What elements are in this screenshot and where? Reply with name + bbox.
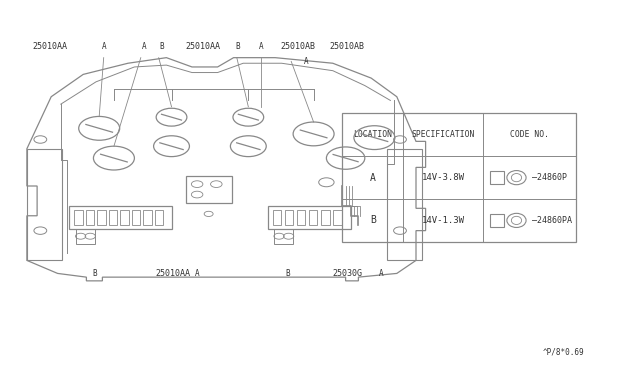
Polygon shape	[27, 58, 426, 281]
Text: A: A	[259, 42, 264, 51]
Bar	[86, 210, 94, 225]
Bar	[69, 206, 172, 229]
Bar	[155, 210, 163, 225]
Bar	[268, 206, 351, 229]
Bar	[109, 210, 117, 225]
Bar	[285, 210, 293, 225]
Text: A: A	[370, 173, 376, 183]
Bar	[342, 113, 576, 242]
Text: A: A	[303, 57, 308, 66]
Text: 14V-3.8W: 14V-3.8W	[422, 173, 465, 182]
Bar	[273, 210, 281, 225]
Text: 14V-1.3W: 14V-1.3W	[422, 216, 465, 225]
Text: B: B	[285, 269, 291, 278]
Text: A: A	[195, 269, 200, 278]
Bar	[27, 149, 62, 260]
Bar	[490, 214, 504, 227]
Text: A: A	[141, 42, 147, 51]
Bar	[186, 176, 232, 203]
Bar	[274, 229, 293, 244]
Text: CODE NO.: CODE NO.	[510, 130, 549, 140]
Text: B: B	[236, 42, 241, 51]
Bar	[309, 210, 317, 225]
Text: SPECIFICATION: SPECIFICATION	[412, 130, 475, 140]
Bar	[321, 210, 330, 225]
Text: ^P/8*0.69: ^P/8*0.69	[542, 347, 584, 356]
Text: —24860PA: —24860PA	[532, 216, 573, 225]
Text: 25010AA: 25010AA	[156, 269, 190, 278]
Text: A: A	[378, 269, 383, 278]
Bar	[132, 210, 140, 225]
Text: 25010AB: 25010AB	[280, 42, 316, 51]
Text: B: B	[159, 42, 164, 51]
Bar	[120, 210, 129, 225]
Bar	[76, 229, 95, 244]
Text: B: B	[92, 269, 97, 278]
Text: B: B	[370, 215, 376, 225]
Bar	[297, 210, 305, 225]
Text: 25030G: 25030G	[333, 269, 363, 278]
Text: A: A	[101, 42, 106, 51]
Bar	[333, 210, 342, 225]
Text: 25010AA: 25010AA	[32, 42, 67, 51]
Bar	[74, 210, 83, 225]
Bar	[490, 171, 504, 185]
Text: LOCATION: LOCATION	[353, 130, 392, 140]
Text: 25010AA: 25010AA	[186, 42, 221, 51]
Text: 25010AB: 25010AB	[330, 42, 365, 51]
Bar	[387, 149, 422, 260]
Bar	[97, 210, 106, 225]
Text: —24860P: —24860P	[532, 173, 568, 182]
Bar	[143, 210, 152, 225]
